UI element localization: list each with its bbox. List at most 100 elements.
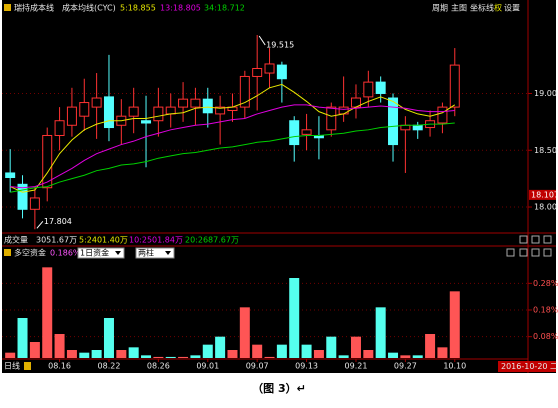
x-tick-label: 09.27 bbox=[394, 362, 417, 371]
bar bbox=[264, 356, 275, 358]
icon[interactable] bbox=[519, 235, 528, 244]
x-tick-label: 08.22 bbox=[98, 362, 121, 371]
candle-body bbox=[375, 81, 386, 94]
icon[interactable] bbox=[519, 248, 528, 257]
y-tick-label: 18.00 bbox=[534, 203, 557, 212]
candle-body bbox=[276, 64, 287, 80]
toolbar-button[interactable]: 设置 bbox=[504, 3, 520, 13]
candle-body bbox=[178, 98, 189, 108]
bar bbox=[141, 355, 152, 358]
y-tick-label: 0.18% bbox=[533, 306, 558, 315]
volume-ma: 20:2687.67万 bbox=[185, 236, 239, 245]
icon bbox=[4, 4, 11, 11]
candle-body bbox=[165, 106, 176, 115]
icon[interactable] bbox=[531, 235, 540, 244]
period-label: 日线 bbox=[4, 361, 20, 371]
y-tick-label: 18.50 bbox=[534, 146, 557, 155]
bar bbox=[437, 347, 448, 358]
bar bbox=[252, 344, 263, 358]
bar bbox=[227, 350, 238, 358]
header-indicator: 成本均线(CYC) bbox=[62, 3, 116, 13]
x-tick-label: 09.21 bbox=[345, 362, 368, 371]
candle-body bbox=[264, 63, 275, 74]
bar bbox=[363, 350, 374, 358]
bar bbox=[17, 318, 28, 358]
candle-body bbox=[449, 64, 460, 108]
bar bbox=[425, 334, 436, 358]
y-tick-label: 0.28% bbox=[533, 279, 558, 288]
legend-entry: 34:18.712 bbox=[204, 4, 245, 13]
bar bbox=[202, 344, 213, 358]
bar bbox=[313, 350, 324, 358]
dropdown-text: 1日资金 bbox=[80, 248, 109, 258]
candle-body bbox=[363, 81, 374, 98]
annotation-arrow bbox=[36, 220, 44, 229]
toolbar-button[interactable]: 主图 bbox=[451, 3, 467, 13]
candle-body bbox=[128, 106, 139, 117]
toolbar-button[interactable]: 周期 bbox=[432, 4, 448, 13]
candle-body bbox=[190, 98, 201, 108]
bar bbox=[165, 356, 176, 358]
bar bbox=[400, 355, 411, 358]
candle-body bbox=[388, 97, 399, 146]
dropdown-text: 两柱 bbox=[138, 248, 154, 258]
candle-body bbox=[412, 124, 423, 131]
bar bbox=[375, 307, 386, 358]
dropdown-arrow bbox=[165, 251, 171, 255]
icon[interactable] bbox=[543, 248, 552, 257]
legend-entry: 5:18.855 bbox=[120, 4, 156, 13]
candle-body bbox=[5, 172, 16, 178]
toolbar-button[interactable]: 坐标线 bbox=[470, 3, 494, 13]
annotation-arrow bbox=[258, 35, 266, 46]
volume-ma: 10:2501.84万 bbox=[129, 236, 183, 245]
candle-body bbox=[153, 106, 164, 122]
bar bbox=[178, 356, 189, 358]
bar bbox=[116, 350, 127, 358]
volume-label: 成交量 bbox=[4, 235, 28, 245]
toolbar-button[interactable]: 权 bbox=[494, 3, 502, 13]
volume-ma: 5:2401.40万 bbox=[79, 236, 128, 245]
candle-body bbox=[301, 129, 312, 135]
candle-body bbox=[289, 120, 300, 146]
legend-entry: 13:18.805 bbox=[160, 4, 201, 13]
bar bbox=[42, 267, 53, 358]
candle-body bbox=[29, 197, 40, 210]
candle-body bbox=[239, 75, 250, 108]
price-tag-label: 18.107 bbox=[531, 190, 558, 199]
icon[interactable] bbox=[531, 248, 540, 257]
bar bbox=[338, 355, 349, 358]
dropdown[interactable] bbox=[77, 247, 125, 259]
bar bbox=[289, 278, 300, 358]
indicator-title: 多空资金 bbox=[14, 248, 46, 258]
candle-body bbox=[437, 106, 448, 124]
y-tick-label: 0.08% bbox=[533, 332, 558, 341]
icon[interactable] bbox=[543, 235, 552, 244]
bar bbox=[66, 350, 77, 358]
bar bbox=[128, 347, 139, 358]
bar bbox=[103, 318, 114, 358]
bar bbox=[79, 352, 90, 358]
bar bbox=[153, 356, 164, 358]
x-tick-label: 09.01 bbox=[196, 362, 219, 371]
bar bbox=[5, 352, 16, 358]
dropdown[interactable] bbox=[135, 247, 175, 259]
volume-value: 3051.67万 bbox=[36, 236, 77, 245]
bar bbox=[301, 344, 312, 358]
candle-body bbox=[42, 134, 53, 189]
y-tick-label: 19.00 bbox=[534, 89, 557, 98]
icon bbox=[4, 249, 11, 256]
x-tick-label: 08.26 bbox=[147, 362, 170, 371]
bar bbox=[326, 336, 337, 358]
bar bbox=[239, 307, 250, 358]
ma-line bbox=[10, 122, 455, 193]
x-tick-label: 09.13 bbox=[295, 362, 318, 371]
icon[interactable] bbox=[506, 248, 515, 257]
candle-body bbox=[79, 102, 90, 117]
candle-body bbox=[17, 183, 28, 210]
candle-body bbox=[141, 120, 152, 124]
bar bbox=[412, 355, 423, 358]
bar bbox=[215, 336, 226, 358]
bar bbox=[350, 336, 361, 358]
